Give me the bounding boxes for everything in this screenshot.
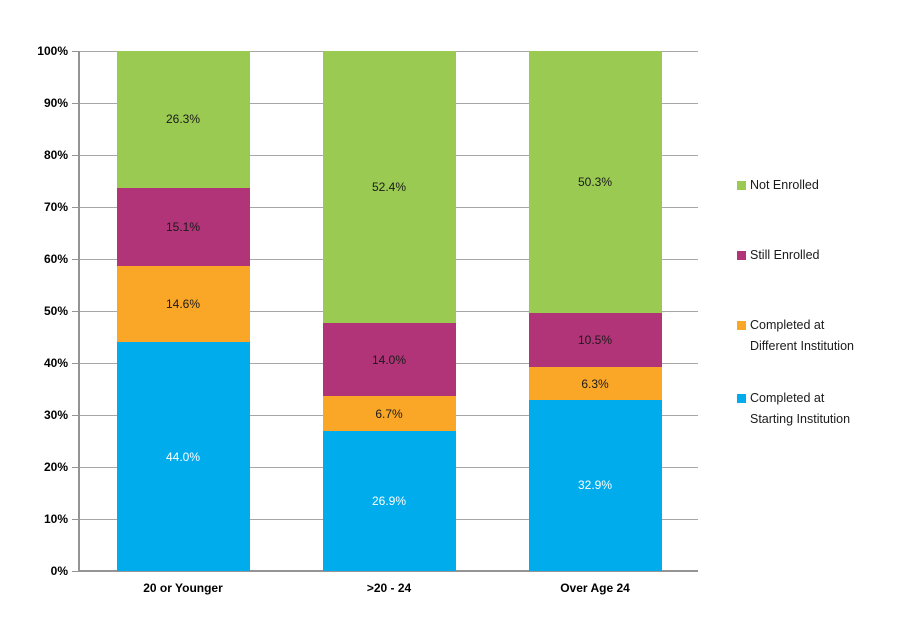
segment-completed-at-starting-institution [528, 399, 662, 571]
legend-swatch-icon [737, 321, 746, 330]
legend-item-completed-at: Completed at Different Institution [737, 315, 854, 357]
y-tick-mark [72, 571, 79, 572]
y-axis-line [78, 51, 80, 572]
y-tick-mark [72, 103, 79, 104]
y-tick-mark [72, 519, 79, 520]
legend-swatch-icon [737, 394, 746, 403]
segment-not-enrolled [322, 51, 456, 324]
legend-swatch-icon [737, 251, 746, 260]
y-tick-label-40: 40% [43, 356, 68, 370]
legend-label: Completed at Different Institution [750, 318, 854, 353]
bar-20-24: 26.9% 6.7% 14.0% 52.4% [322, 51, 456, 571]
y-tick-label-70: 70% [43, 200, 68, 214]
x-axis-label-20-24: >20 - 24 [366, 581, 412, 595]
y-tick-label-30: 30% [43, 408, 68, 422]
y-tick-label-60: 60% [43, 252, 68, 266]
legend-item-completed-at: Completed at Starting Institution [737, 388, 850, 430]
y-tick-label-50: 50% [43, 304, 68, 318]
y-tick-mark [72, 207, 79, 208]
y-tick-mark [72, 363, 79, 364]
data-label-completed-at-different-institution: 6.7% [375, 406, 403, 421]
data-label-not-enrolled: 50.3% [577, 174, 613, 189]
y-tick-label-20: 20% [43, 460, 68, 474]
segment-completed-at-starting-institution [116, 342, 250, 571]
y-tick-mark [72, 259, 79, 260]
segment-not-enrolled [528, 51, 662, 313]
x-axis-line [78, 570, 698, 572]
segment-completed-at-different-institution [116, 266, 250, 343]
y-tick-mark [72, 415, 79, 416]
segment-not-enrolled [116, 51, 250, 188]
legend-label: Still Enrolled [750, 248, 820, 262]
segment-still-enrolled [116, 187, 250, 267]
y-tick-mark [72, 155, 79, 156]
segment-still-enrolled [528, 312, 662, 368]
x-axis-label-over-age-24: Over Age 24 [560, 581, 630, 595]
y-tick-mark [72, 51, 79, 52]
y-tick-mark [72, 467, 79, 468]
segment-still-enrolled [322, 323, 456, 397]
y-tick-label-10: 10% [43, 512, 68, 526]
segment-completed-at-different-institution [322, 396, 456, 432]
data-label-still-enrolled: 10.5% [577, 332, 613, 347]
data-label-completed-at-starting-institution: 26.9% [371, 494, 407, 509]
segment-completed-at-different-institution [528, 367, 662, 400]
data-label-not-enrolled: 26.3% [165, 112, 201, 127]
legend-item-still-enrolled: Still Enrolled [737, 245, 819, 266]
y-tick-label-0: 0% [50, 564, 68, 578]
segment-completed-at-starting-institution [322, 431, 456, 571]
data-label-completed-at-starting-institution: 32.9% [577, 478, 613, 493]
legend-label: Completed at Starting Institution [750, 391, 851, 426]
y-tick-label-100: 100% [37, 44, 68, 58]
y-tick-label-90: 90% [43, 96, 68, 110]
data-label-completed-at-starting-institution: 44.0% [165, 449, 201, 464]
data-label-still-enrolled: 15.1% [165, 220, 201, 235]
data-label-completed-at-different-institution: 6.3% [581, 376, 609, 391]
x-axis-label-20-or-younger: 20 or Younger [143, 581, 223, 595]
legend-swatch-icon [737, 181, 746, 190]
y-tick-mark [72, 311, 79, 312]
data-label-not-enrolled: 52.4% [371, 180, 407, 195]
legend-label: Not Enrolled [750, 178, 819, 192]
legend-item-not-enrolled: Not Enrolled [737, 175, 819, 196]
data-label-completed-at-different-institution: 14.6% [165, 297, 201, 312]
bar-20-or-younger: 44.0% 14.6% 15.1% 26.3% [116, 51, 250, 571]
data-label-still-enrolled: 14.0% [371, 352, 407, 367]
y-tick-label-80: 80% [43, 148, 68, 162]
bar-over-age-24: 32.9% 6.3% 10.5% 50.3% [528, 51, 662, 571]
